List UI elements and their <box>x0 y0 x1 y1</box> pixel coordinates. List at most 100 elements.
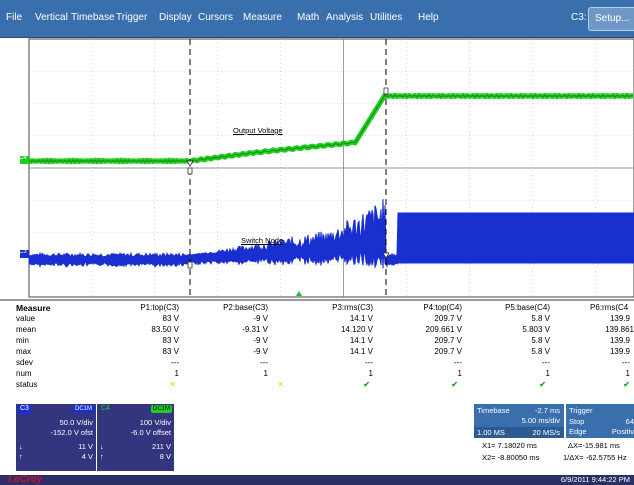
c3-name: C3 <box>18 405 31 414</box>
cell: 139.861 <box>605 325 634 334</box>
row-label: min <box>16 336 29 345</box>
c3-offset: -152.0 V ofst <box>50 428 93 437</box>
cell: 5.8 V <box>531 314 550 323</box>
status-ok-icon: ✔ <box>623 380 630 389</box>
measure-row-status: status ✕ ✕ ✔ ✔ ✔ ✔ <box>0 380 634 391</box>
cell: 209.7 V <box>434 336 462 345</box>
timebase-samplerate: 20 MS/s <box>532 428 560 437</box>
menu-display[interactable]: Display <box>159 12 192 23</box>
cell: --- <box>542 358 550 367</box>
cell: -9 V <box>253 336 268 345</box>
lecroy-logo: LeCroy <box>8 474 43 485</box>
menu-help[interactable]: Help <box>418 12 439 23</box>
measure-row-value: value 83 V -9 V 14.1 V 209.7 V 5.8 V 139… <box>0 314 634 325</box>
cell: -9 V <box>253 347 268 356</box>
cell: 5.803 V <box>522 325 550 334</box>
cell: --- <box>622 358 630 367</box>
menu-utilities[interactable]: Utilities <box>370 12 403 23</box>
measure-col-p5[interactable]: P5:base(C4) <box>505 303 550 312</box>
cell: 83 V <box>162 347 179 356</box>
cell: --- <box>365 358 373 367</box>
measure-col-p3[interactable]: P3:rms(C3) <box>332 303 373 312</box>
cell: 139.9 <box>609 336 630 345</box>
trigger-descriptor[interactable]: Trigger Stop 64 Edge Positiv <box>566 404 634 438</box>
trigger-position-marker <box>296 291 302 296</box>
timebase-delay: -2.7 ms <box>534 406 560 415</box>
row-label: status <box>16 380 38 389</box>
status-ok-icon: ✔ <box>451 380 458 389</box>
timebase-descriptor[interactable]: Timebase -2.7 ms 5.00 ms/div <box>474 404 564 427</box>
measure-header-row: Measure P1:top(C3) P2:base(C3) P3:rms(C3… <box>0 303 634 314</box>
bottom-panel: C3 DC1M 50.0 V/div -152.0 V ofst ↓ 11 V … <box>0 404 634 475</box>
cell: -9.31 V <box>242 325 268 334</box>
c4-header: C4 DC1M <box>97 404 174 414</box>
c4-name: C4 <box>101 405 110 412</box>
status-ok-icon: ✔ <box>539 380 546 389</box>
menu-cursors[interactable]: Cursors <box>198 12 234 23</box>
status-fail-icon: ✕ <box>277 380 284 389</box>
measure-col-p4[interactable]: P4:top(C4) <box>423 303 462 312</box>
cell: 83 V <box>162 314 179 323</box>
row-label: mean <box>16 325 37 334</box>
measure-title: Measure <box>16 303 51 313</box>
fall-arrow-icon: ↓ <box>100 442 104 451</box>
cell: 139.9 <box>609 347 630 356</box>
menu-timebase[interactable]: Timebase <box>71 12 115 23</box>
trigger-mode: Stop <box>569 417 585 426</box>
measure-col-p2[interactable]: P2:base(C3) <box>223 303 268 312</box>
rise-arrow-icon: ↑ <box>19 452 23 461</box>
c4-offset: -6.0 V offset <box>130 428 171 437</box>
measure-row-min: min 83 V -9 V 14.1 V 209.7 V 5.8 V 139.9 <box>0 336 634 347</box>
cell: 14.120 V <box>340 325 373 334</box>
cell: 209.7 V <box>434 314 462 323</box>
rise-arrow-icon: ↑ <box>100 452 104 461</box>
cell: 14.1 V <box>349 314 373 323</box>
timebase-sample-info: 1.00 MS 20 MS/s <box>474 427 564 438</box>
menu-file[interactable]: File <box>6 12 23 23</box>
cell: 1 <box>174 369 179 378</box>
menu-trigger[interactable]: Trigger <box>116 12 148 23</box>
cell: --- <box>171 358 179 367</box>
c3-ground-marker: C3 <box>19 249 27 255</box>
menu-vertical[interactable]: Vertical <box>35 12 68 23</box>
timebase-points: 1.00 MS <box>477 428 505 437</box>
c4-ground-marker: C4 <box>19 155 27 161</box>
measure-row-mean: mean 83.50 V -9.31 V 14.120 V 209.661 V … <box>0 325 634 336</box>
cell: 139.9 <box>609 314 630 323</box>
cell: 14.1 V <box>349 347 373 356</box>
cell: 1 <box>545 369 550 378</box>
row-label: sdev <box>16 358 33 367</box>
cell: --- <box>454 358 462 367</box>
row-label: max <box>16 347 32 356</box>
menu-math[interactable]: Math <box>297 12 320 23</box>
fall-arrow-icon: ↓ <box>19 442 23 451</box>
cell: 5.8 V <box>531 336 550 345</box>
cell: -9 V <box>253 314 268 323</box>
measure-col-p6[interactable]: P6:rms(C4 <box>590 303 629 312</box>
cell: 209.661 V <box>425 325 462 334</box>
row-label: value <box>16 314 36 323</box>
trigger-label: Trigger <box>569 406 593 415</box>
channel-c4-descriptor[interactable]: C4 DC1M 100 V/div -6.0 V offset ↓ 211 V … <box>97 404 174 471</box>
setup-button[interactable]: Setup... <box>588 7 634 31</box>
channel-c3-descriptor[interactable]: C3 DC1M 50.0 V/div -152.0 V ofst ↓ 11 V … <box>16 404 96 471</box>
cell: 83 V <box>162 336 179 345</box>
cell: 209.7 V <box>434 347 462 356</box>
cursor-x2: X2= -8.80050 ms <box>482 453 540 462</box>
c3-rise-value: 4 V <box>81 452 93 461</box>
c3-header: C3 DC1M <box>16 404 96 414</box>
cell: 83.50 V <box>151 325 179 334</box>
c4-fall-value: 211 V <box>151 442 171 451</box>
active-channel-label: C3: <box>571 12 587 23</box>
waveform-display[interactable]: Output Voltage Switch Node C4 C3 <box>0 38 634 299</box>
cell: 1 <box>625 369 630 378</box>
measure-table: Measure P1:top(C3) P2:base(C3) P3:rms(C3… <box>0 299 634 404</box>
measure-row-sdev: sdev --- --- --- --- --- --- <box>0 358 634 369</box>
trigger-type: Edge <box>569 427 587 436</box>
measure-col-p1[interactable]: P1:top(C3) <box>140 303 179 312</box>
timebase-rate: 5.00 ms/div <box>521 416 560 425</box>
cursor-delta-x: ΔX=-15.981 ms <box>568 441 620 450</box>
menu-analysis[interactable]: Analysis <box>326 12 364 23</box>
menu-measure[interactable]: Measure <box>243 12 282 23</box>
c4-coupling: DC1M <box>150 405 172 413</box>
